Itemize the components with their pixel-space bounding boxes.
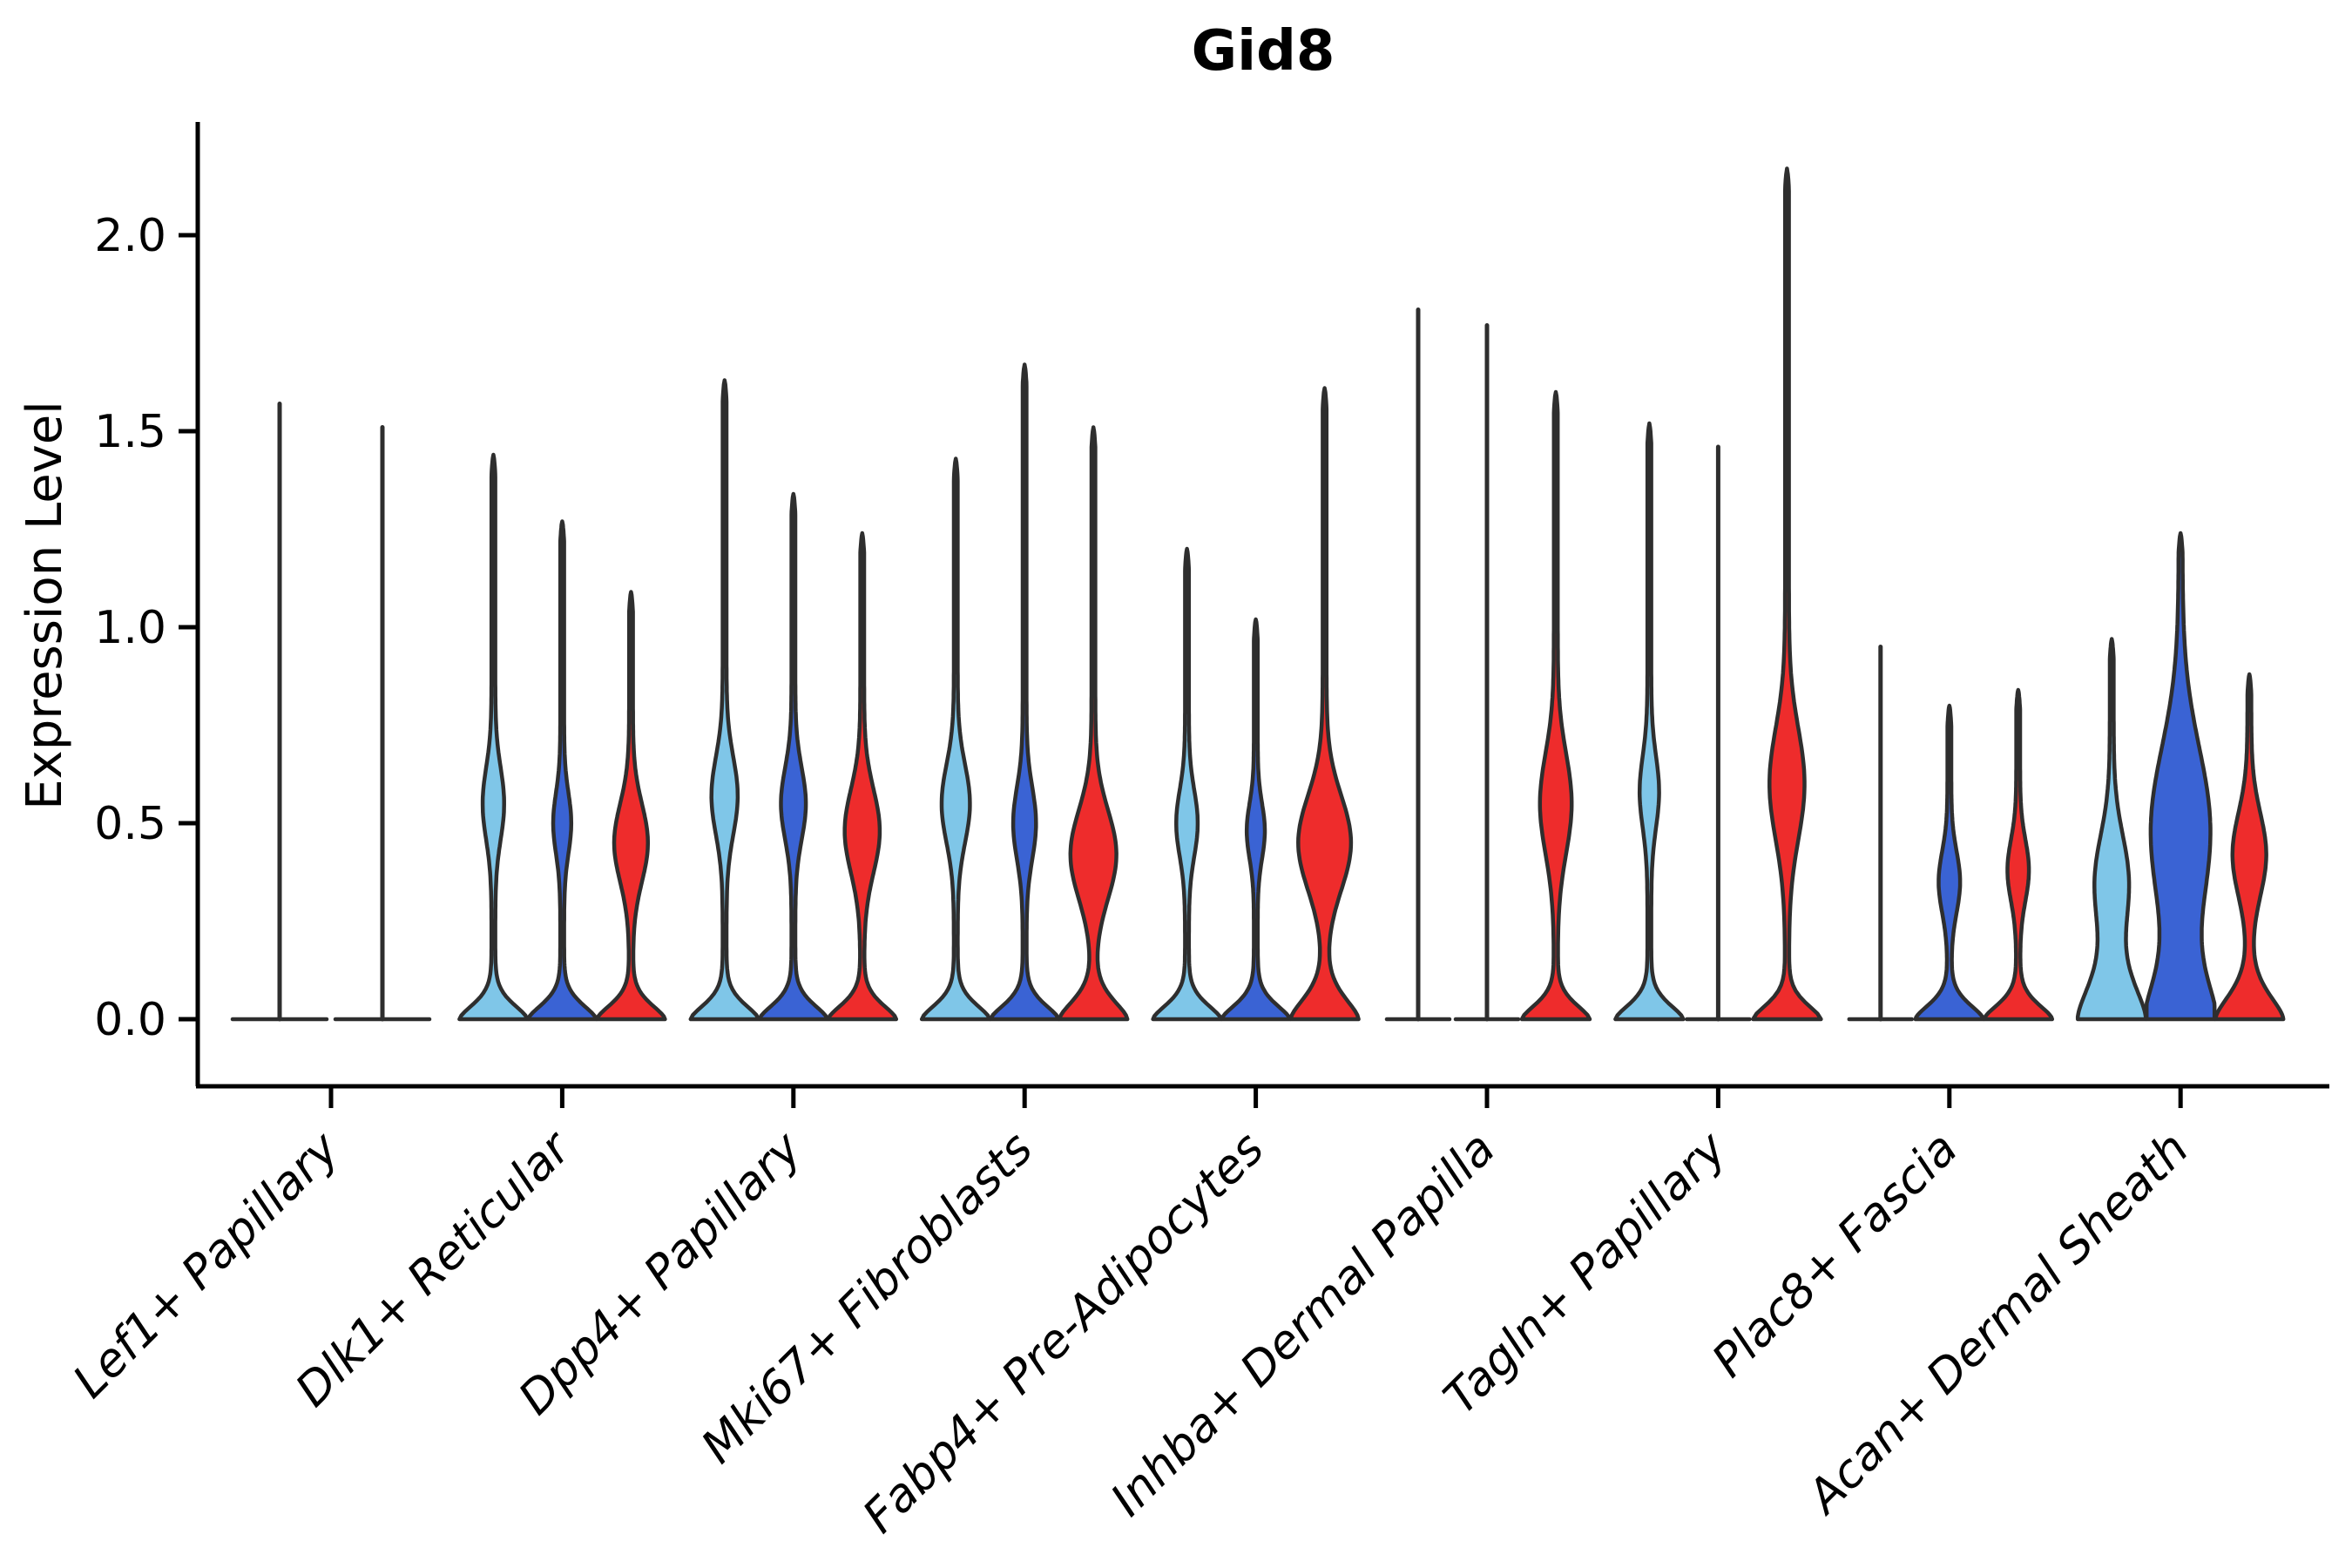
violin-dlk1-reticular-dark-blue [526,519,598,1022]
violin-group-lef1-papillary [230,402,432,1022]
violin-fabp4-pre-adipocytes-light-blue [1151,546,1223,1022]
x-tick-label: Acan+ Dermal Sheath [1796,1122,2200,1525]
violin-dlk1-reticular-light-blue [457,452,530,1022]
x-tick-label: Inhba+ Dermal Papilla [1101,1122,1505,1526]
violin-inhba-dermal-papilla-red [1519,389,1592,1022]
violin-acan-dermal-sheath-red [2213,672,2286,1022]
violin-dpp4-papillary-light-blue [688,378,761,1022]
violin-group-inhba-dermal-papilla [1384,308,1592,1022]
violin-mki67-fibroblasts-dark-blue [988,362,1061,1022]
violin-mki67-fibroblasts-red [1057,425,1130,1022]
x-tick-label: Fabp4+ Pre-Adipocytes [853,1122,1274,1544]
y-tick-label: 0.5 [94,798,166,850]
violin-tagln-papillary-light-blue [1613,421,1686,1022]
violin-acan-dermal-sheath-dark-blue [2144,531,2217,1022]
violin-group-mki67-fibroblasts [919,362,1130,1022]
violin-fabp4-pre-adipocytes-red [1288,386,1361,1022]
violins [230,166,2286,1022]
violin-mki67-fibroblasts-light-blue [919,456,992,1022]
plot-title: Gid8 [1192,19,1335,84]
violin-fabp4-pre-adipocytes-dark-blue [1220,617,1292,1022]
violin-group-fabp4-pre-adipocytes [1151,386,1361,1022]
y-tick-label: 2.0 [94,210,166,262]
y-tick-label: 1.5 [94,406,166,458]
violin-group-plac8-fascia [1847,645,2055,1022]
y-tick-label: 0.0 [94,994,166,1046]
violin-dpp4-papillary-red [826,531,899,1022]
violin-plac8-fascia-dark-blue [1913,703,1986,1022]
axes [179,122,2329,1108]
violin-group-dpp4-papillary [688,378,899,1022]
y-axis-label: Expression Level [17,401,73,810]
x-tick-label: Plac8+ Fascia [1702,1122,1968,1388]
violin-group-tagln-papillary [1613,166,1823,1022]
violin-acan-dermal-sheath-light-blue [2075,637,2148,1022]
y-tick-label: 1.0 [94,602,166,654]
violin-dpp4-papillary-dark-blue [757,491,830,1022]
violin-group-dlk1-reticular [457,452,667,1022]
violin-plac8-fascia-red [1982,687,2055,1022]
violin-group-acan-dermal-sheath [2075,531,2286,1022]
violin-tagln-papillary-red [1751,166,1823,1022]
violin-dlk1-reticular-red [595,590,667,1022]
